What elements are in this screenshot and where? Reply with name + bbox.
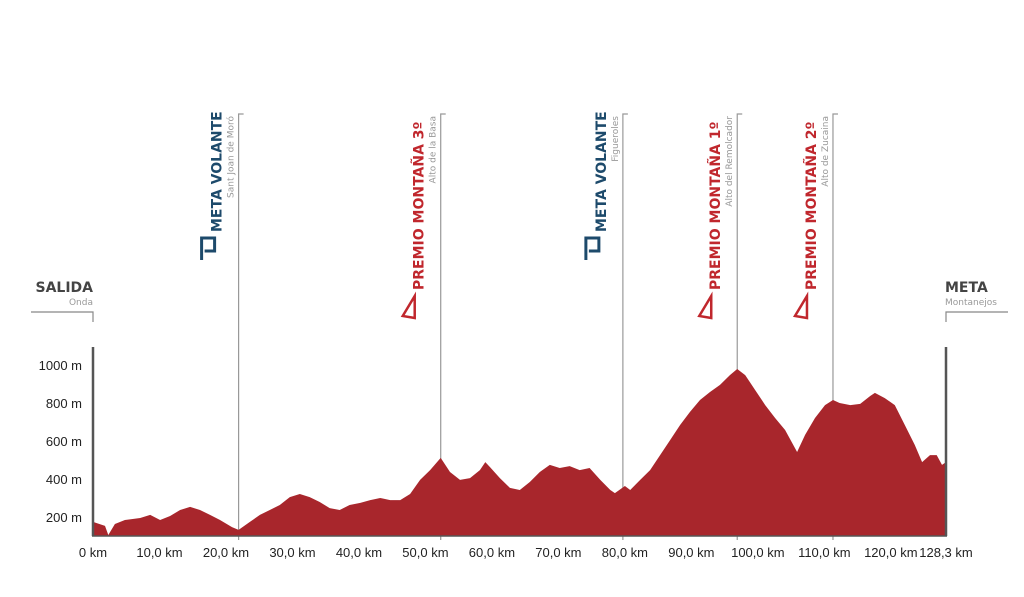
marker-place: Sant Joan de Moró <box>226 116 237 198</box>
x-tick-label: 20,0 km <box>203 545 249 560</box>
triangle-icon <box>792 291 809 320</box>
x-tick-label: 80,0 km <box>602 545 648 560</box>
marker-mountain: PREMIO MONTAÑA 3º Alto de la Basa <box>400 113 446 540</box>
marker-place: Figueroles <box>611 116 621 162</box>
marker-sprint: META VOLANTE Sant Joan de Moró <box>200 111 244 540</box>
y-tick-label: 1000 m <box>39 358 82 373</box>
x-tick-label: 40,0 km <box>336 545 382 560</box>
x-tick-label: 128,3 km <box>919 545 972 560</box>
marker-title: PREMIO MONTAÑA 2º <box>803 121 820 290</box>
triangle-icon <box>697 291 713 320</box>
markers: META VOLANTE Sant Joan de Moró PREMIO MONT… <box>200 111 838 540</box>
x-tick-label: 0 km <box>79 545 107 560</box>
y-tick-label: 400 m <box>46 472 82 487</box>
x-tick-label: 60,0 km <box>469 545 515 560</box>
y-tick-label: 200 m <box>46 510 82 525</box>
x-tick-label: 10,0 km <box>136 545 182 560</box>
sprint-p-icon <box>200 236 217 260</box>
marker-title: PREMIO MONTAÑA 1º <box>707 121 724 290</box>
marker-line <box>440 113 446 540</box>
y-ticks: 200 m 400 m 600 m 800 m 1000 m <box>39 358 82 525</box>
finish-label: META Montanejos <box>945 280 1008 322</box>
start-title: SALIDA <box>35 280 93 296</box>
x-tick-label: 90,0 km <box>668 545 714 560</box>
marker-title: PREMIO MONTAÑA 3º <box>411 121 428 290</box>
start-bracket <box>31 311 94 322</box>
y-tick-label: 800 m <box>46 396 82 411</box>
marker-title: META VOLANTE <box>210 111 226 232</box>
x-tick-label: 50,0 km <box>402 545 448 560</box>
axes <box>91 347 948 537</box>
start-place: Onda <box>69 298 93 308</box>
finish-place: Montanejos <box>945 298 997 308</box>
marker-sprint: META VOLANTE Figueroles <box>584 111 628 540</box>
y-tick-label: 600 m <box>46 434 82 449</box>
x-ticks: 0 km 10,0 km 20,0 km 30,0 km 40,0 km 50,0 km 6… <box>79 545 973 560</box>
marker-place: Alto de la Basa <box>429 116 439 183</box>
x-tick-label: 100,0 km <box>731 545 784 560</box>
finish-bracket <box>945 311 1008 322</box>
finish-title: META <box>945 280 988 296</box>
marker-place: Alto del Remolcador <box>725 116 735 207</box>
marker-place: Alto de Zucaina <box>821 116 831 187</box>
x-tick-label: 110,0 km <box>798 545 851 560</box>
marker-line <box>832 113 838 540</box>
x-tick-label: 120,0 km <box>864 545 917 560</box>
marker-line <box>238 113 244 540</box>
marker-title: META VOLANTE <box>594 111 610 232</box>
sprint-p-icon <box>584 236 601 260</box>
x-tick-label: 70,0 km <box>535 545 581 560</box>
marker-line <box>622 113 628 540</box>
start-label: SALIDA Onda <box>31 280 94 322</box>
elevation-area <box>93 369 946 536</box>
marker-mountain: PREMIO MONTAÑA 1º Alto del Remolcador <box>697 113 743 540</box>
x-tick-label: 30,0 km <box>269 545 315 560</box>
marker-mountain: PREMIO MONTAÑA 2º Alto de Zucaina <box>792 113 838 540</box>
triangle-icon <box>400 291 416 320</box>
